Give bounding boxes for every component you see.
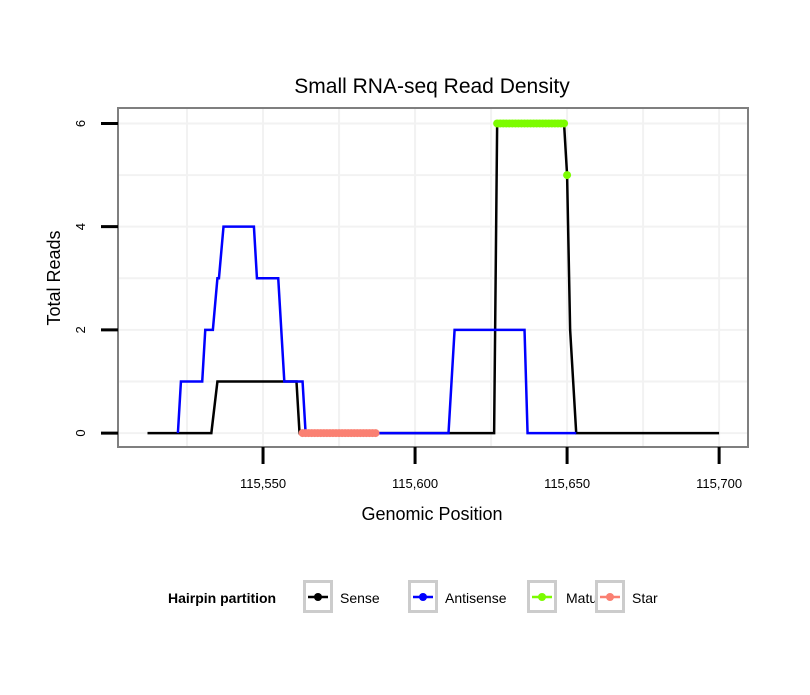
x-tick-label: 115,600 <box>392 476 438 491</box>
y-tick-label: 0 <box>73 429 88 436</box>
axes: 115,550 115,600 115,650 115,700 0 2 4 6 <box>73 120 742 491</box>
legend-key-point <box>419 593 427 601</box>
series-marks <box>147 119 720 438</box>
legend-label-star: Star <box>632 590 658 606</box>
y-tick-label: 4 <box>73 223 88 230</box>
plot-border <box>117 107 749 448</box>
legend: Hairpin partition Sense Antisense Mature St… <box>168 580 658 613</box>
legend-key-point <box>314 593 322 601</box>
legend-title: Hairpin partition <box>168 590 276 606</box>
y-tick-label: 2 <box>73 326 88 333</box>
data-point-mature <box>560 119 569 128</box>
legend-label-antisense: Antisense <box>445 590 507 606</box>
data-point-mature <box>563 171 572 180</box>
y-axis-label: Total Reads <box>44 230 64 325</box>
legend-label-sense: Sense <box>340 590 380 606</box>
series-line-sense <box>147 122 720 435</box>
x-tick-label: 115,650 <box>544 476 590 491</box>
data-point-star <box>371 429 380 438</box>
x-tick-label: 115,550 <box>240 476 286 491</box>
legend-key-point <box>538 593 546 601</box>
legend-key-point <box>606 593 614 601</box>
x-axis-label: Genomic Position <box>361 504 502 524</box>
x-tick-label: 115,700 <box>696 476 742 491</box>
series-line-antisense <box>176 225 577 435</box>
y-tick-label: 6 <box>73 120 88 127</box>
chart-title: Small RNA-seq Read Density <box>294 75 570 98</box>
